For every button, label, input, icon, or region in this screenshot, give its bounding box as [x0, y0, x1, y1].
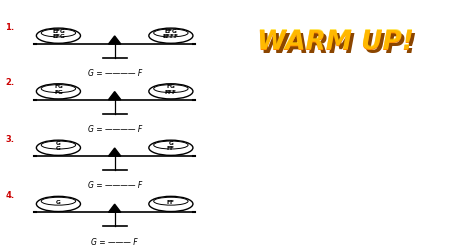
- Text: 2.: 2.: [5, 78, 15, 87]
- Text: G: G: [56, 199, 61, 204]
- Ellipse shape: [36, 29, 81, 44]
- Polygon shape: [108, 37, 121, 45]
- Text: 1.: 1.: [5, 23, 15, 32]
- Text: FF: FF: [167, 199, 175, 204]
- Text: G
G: G G: [56, 140, 61, 151]
- Polygon shape: [108, 92, 121, 100]
- Ellipse shape: [154, 142, 188, 149]
- Text: 4.: 4.: [5, 190, 15, 199]
- Ellipse shape: [41, 142, 76, 149]
- Text: G = ———— F: G = ———— F: [88, 69, 142, 78]
- Text: EFG
EFG: EFG EFG: [52, 28, 65, 39]
- Ellipse shape: [41, 198, 76, 205]
- Text: G = ———— F: G = ———— F: [88, 124, 142, 134]
- Text: WARM UP!: WARM UP!: [260, 33, 416, 59]
- Text: Draw the four scales as shown.
The top scale is the original.
Describe what has : Draw the four scales as shown. The top s…: [230, 78, 388, 160]
- Ellipse shape: [41, 85, 76, 93]
- Ellipse shape: [154, 30, 188, 38]
- Text: G = ———— F: G = ———— F: [88, 181, 142, 190]
- Ellipse shape: [36, 141, 81, 156]
- Ellipse shape: [149, 84, 193, 100]
- Ellipse shape: [154, 198, 188, 205]
- Text: WARM UP!: WARM UP!: [257, 29, 414, 54]
- Ellipse shape: [41, 30, 76, 38]
- Polygon shape: [108, 204, 121, 212]
- Ellipse shape: [36, 84, 81, 100]
- Text: EFG
EFFF: EFG EFFF: [163, 28, 179, 39]
- Text: FG
FG: FG FG: [54, 84, 63, 95]
- Text: WARM UP!: WARM UP!: [257, 30, 414, 56]
- Text: 3.: 3.: [5, 135, 14, 144]
- Polygon shape: [108, 148, 121, 156]
- Ellipse shape: [149, 197, 193, 212]
- Ellipse shape: [149, 29, 193, 44]
- Ellipse shape: [154, 85, 188, 93]
- Ellipse shape: [36, 197, 81, 212]
- Ellipse shape: [149, 141, 193, 156]
- Text: G = ——— F: G = ——— F: [91, 237, 138, 246]
- Text: FG
FFF: FG FFF: [165, 84, 177, 95]
- Text: G
FF: G FF: [167, 140, 175, 151]
